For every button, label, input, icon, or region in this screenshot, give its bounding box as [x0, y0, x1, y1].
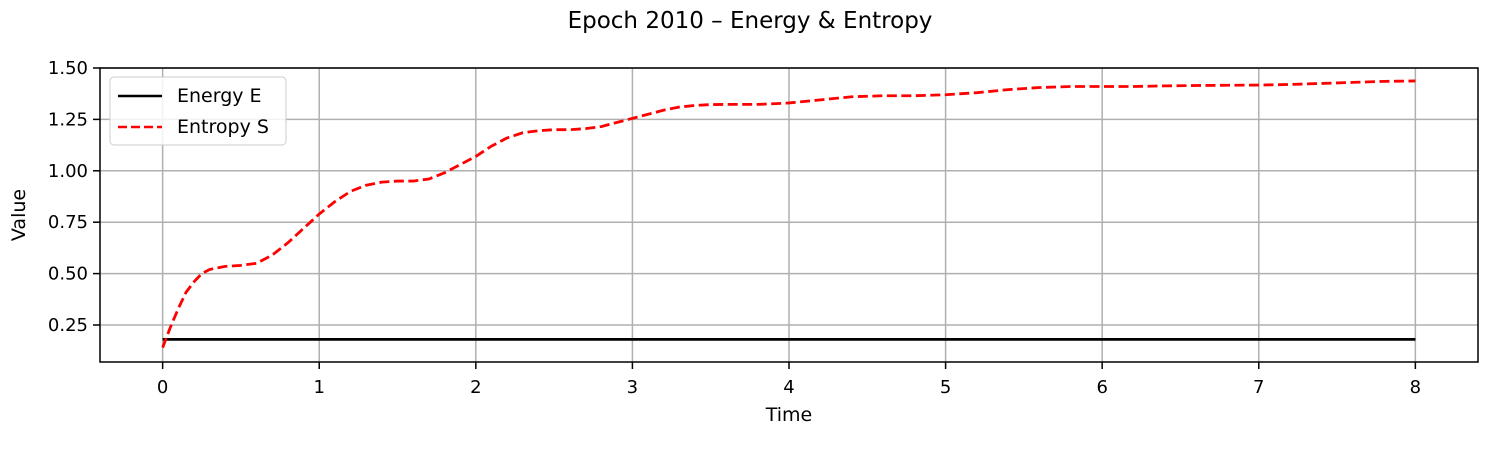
- y-axis-ticks: 0.25 0.50 0.75 1.00 1.25 1.50: [48, 58, 100, 336]
- y-tick-label: 1.00: [48, 161, 88, 182]
- y-tick-label: 0.50: [48, 264, 88, 285]
- y-tick-label: 0.75: [48, 212, 88, 233]
- series-line-entropy-s: [161, 79, 1416, 349]
- grid-lines: [100, 67, 1478, 362]
- legend-label-energy: Energy E: [177, 85, 262, 107]
- y-tick-label: 0.25: [48, 315, 88, 336]
- chart-title: Epoch 2010 – Energy & Entropy: [568, 8, 933, 34]
- x-tick-label: 4: [783, 377, 794, 398]
- x-tick-label: 0: [157, 377, 168, 398]
- x-tick-label: 2: [470, 377, 481, 398]
- x-tick-label: 1: [314, 377, 325, 398]
- legend: Energy E Entropy S: [109, 76, 287, 146]
- x-axis-ticks: 0 1 2 3 4 5 6 7 8: [157, 362, 1421, 398]
- y-tick-label: 1.50: [48, 58, 88, 79]
- x-tick-label: 3: [627, 377, 638, 398]
- legend-box: [109, 76, 287, 146]
- x-tick-label: 7: [1253, 377, 1264, 398]
- y-tick-label: 1.25: [48, 109, 88, 130]
- y-axis-label: Value: [8, 189, 30, 241]
- x-tick-label: 5: [940, 377, 951, 398]
- x-axis-label: Time: [765, 404, 813, 426]
- x-tick-label: 8: [1410, 377, 1421, 398]
- plot-series: [161, 79, 1416, 349]
- x-tick-label: 6: [1096, 377, 1107, 398]
- legend-label-entropy: Entropy S: [177, 116, 269, 138]
